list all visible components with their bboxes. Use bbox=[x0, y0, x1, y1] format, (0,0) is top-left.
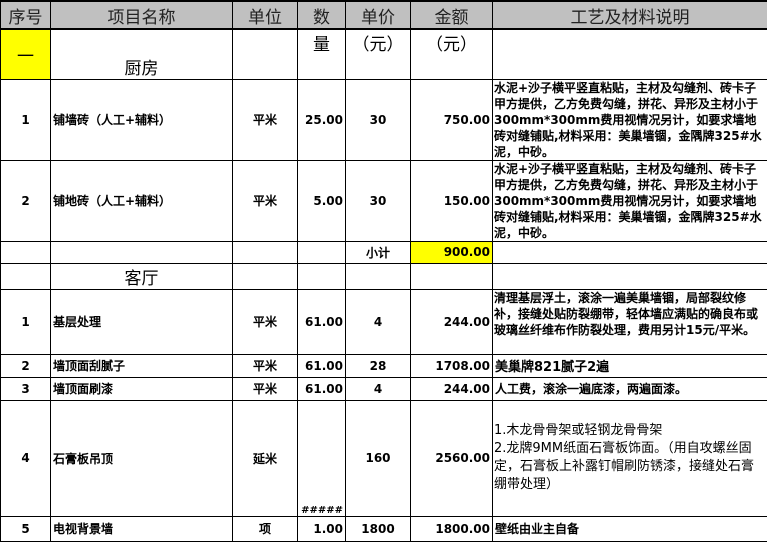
empty-cell bbox=[493, 29, 767, 79]
section-title: 客厅 bbox=[51, 263, 233, 289]
row-qty: 5.00 bbox=[298, 160, 346, 241]
section-living: 客厅 bbox=[1, 263, 767, 289]
header-desc: 工艺及材料说明 bbox=[493, 1, 767, 29]
empty-cell bbox=[298, 241, 346, 263]
row-seq: 3 bbox=[1, 377, 51, 400]
row-unit: 平米 bbox=[233, 79, 298, 160]
empty-cell bbox=[411, 263, 493, 289]
section-seq: 一 bbox=[1, 29, 51, 79]
empty-cell bbox=[233, 241, 298, 263]
row-amount: 1800.00 bbox=[411, 516, 493, 541]
row-qty: 61.00 bbox=[298, 377, 346, 400]
header-price: 单价 bbox=[346, 1, 411, 29]
empty-cell bbox=[233, 29, 298, 79]
row-price: 160 bbox=[346, 400, 411, 516]
row-seq: 2 bbox=[1, 354, 51, 377]
row-amount: 150.00 bbox=[411, 160, 493, 241]
row-qty: 1.00 bbox=[298, 516, 346, 541]
section-kitchen: 一 厨房 量 （元） （元） bbox=[1, 29, 767, 79]
row-unit: 平米 bbox=[233, 354, 298, 377]
header-price-2: （元） bbox=[346, 29, 411, 79]
row-price: 30 bbox=[346, 160, 411, 241]
empty-cell bbox=[298, 263, 346, 289]
row-amount: 2560.00 bbox=[411, 400, 493, 516]
empty-cell bbox=[1, 263, 51, 289]
header-qty: 数 bbox=[298, 1, 346, 29]
row-desc: 水泥+沙子横平竖直粘贴，主材及勾缝剂、砖卡子甲方提供，乙方免费勾缝，拼花、异形及… bbox=[493, 79, 767, 160]
subtotal-label: 小计 bbox=[346, 241, 411, 263]
row-price: 4 bbox=[346, 377, 411, 400]
row-qty: 61.00 bbox=[298, 289, 346, 354]
row-unit: 平米 bbox=[233, 377, 298, 400]
row-unit: 平米 bbox=[233, 289, 298, 354]
row-desc: 清理基层浮土，滚涂一遍美巢墙锢，局部裂纹修补，接缝处贴防裂绷带，轻体墙应满贴的确… bbox=[493, 289, 767, 354]
row-seq: 1 bbox=[1, 289, 51, 354]
row-name: 石膏板吊顶 bbox=[51, 400, 233, 516]
row-name: 铺地砖（人工+辅料） bbox=[51, 160, 233, 241]
header-name: 项目名称 bbox=[51, 1, 233, 29]
empty-cell bbox=[233, 263, 298, 289]
table-row: 2 铺地砖（人工+辅料） 平米 5.00 30 150.00 水泥+沙子横平竖直… bbox=[1, 160, 767, 241]
row-amount: 244.00 bbox=[411, 289, 493, 354]
empty-cell bbox=[1, 241, 51, 263]
header-amount: 金额 bbox=[411, 1, 493, 29]
subtotal-value: 900.00 bbox=[411, 241, 493, 263]
row-amount: 244.00 bbox=[411, 377, 493, 400]
row-name: 基层处理 bbox=[51, 289, 233, 354]
row-qty: 25.00 bbox=[298, 79, 346, 160]
row-unit: 延米 bbox=[233, 400, 298, 516]
row-seq: 1 bbox=[1, 79, 51, 160]
section-title: 厨房 bbox=[51, 29, 233, 79]
empty-cell bbox=[51, 241, 233, 263]
row-name: 墙顶面刮腻子 bbox=[51, 354, 233, 377]
empty-cell bbox=[346, 263, 411, 289]
row-name: 墙顶面刷漆 bbox=[51, 377, 233, 400]
row-seq: 4 bbox=[1, 400, 51, 516]
row-amount: 1708.00 bbox=[411, 354, 493, 377]
row-name: 铺墙砖（人工+辅料） bbox=[51, 79, 233, 160]
table-row: 5 电视背景墙 项 1.00 1800 1800.00 壁纸由业主自备 bbox=[1, 516, 767, 541]
header-row: 序号 项目名称 单位 数 单价 金额 工艺及材料说明 bbox=[1, 1, 767, 29]
table-row: 4 石膏板吊顶 延米 ##### 160 2560.00 1.木龙骨骨架或轻钢龙… bbox=[1, 400, 767, 516]
row-price: 28 bbox=[346, 354, 411, 377]
empty-cell bbox=[493, 241, 767, 263]
subtotal-row: 小计 900.00 bbox=[1, 241, 767, 263]
table-row: 1 铺墙砖（人工+辅料） 平米 25.00 30 750.00 水泥+沙子横平竖… bbox=[1, 79, 767, 160]
row-desc: 人工费，滚涂一遍底漆，两遍面漆。 bbox=[493, 377, 767, 400]
row-seq: 2 bbox=[1, 160, 51, 241]
header-amount-2: （元） bbox=[411, 29, 493, 79]
row-price: 1800 bbox=[346, 516, 411, 541]
empty-cell bbox=[493, 263, 767, 289]
row-desc: 水泥+沙子横平竖直粘贴，主材及勾缝剂、砖卡子甲方提供，乙方免费勾缝，拼花、异形及… bbox=[493, 160, 767, 241]
row-name: 电视背景墙 bbox=[51, 516, 233, 541]
header-unit: 单位 bbox=[233, 1, 298, 29]
row-price: 30 bbox=[346, 79, 411, 160]
table-row: 1 基层处理 平米 61.00 4 244.00 清理基层浮土，滚涂一遍美巢墙锢… bbox=[1, 289, 767, 354]
header-seq: 序号 bbox=[1, 1, 51, 29]
row-qty: ##### bbox=[298, 400, 346, 516]
row-unit: 平米 bbox=[233, 160, 298, 241]
desc-line-1: 1.木龙骨骨架或轻钢龙骨骨架 bbox=[494, 422, 766, 440]
row-desc: 壁纸由业主自备 bbox=[493, 516, 767, 541]
header-qty-2: 量 bbox=[298, 29, 346, 79]
row-price: 4 bbox=[346, 289, 411, 354]
row-seq: 5 bbox=[1, 516, 51, 541]
row-desc: 美巢牌821腻子2遍 bbox=[493, 354, 767, 377]
row-unit: 项 bbox=[233, 516, 298, 541]
table-row: 3 墙顶面刷漆 平米 61.00 4 244.00 人工费，滚涂一遍底漆，两遍面… bbox=[1, 377, 767, 400]
row-qty: 61.00 bbox=[298, 354, 346, 377]
table-row: 2 墙顶面刮腻子 平米 61.00 28 1708.00 美巢牌821腻子2遍 bbox=[1, 354, 767, 377]
desc-line-2: 2.龙牌9MM纸面石膏板饰面。（用自攻螺丝固定，石膏板上补露钉帽刷防锈漆，接缝处… bbox=[494, 440, 766, 494]
row-amount: 750.00 bbox=[411, 79, 493, 160]
